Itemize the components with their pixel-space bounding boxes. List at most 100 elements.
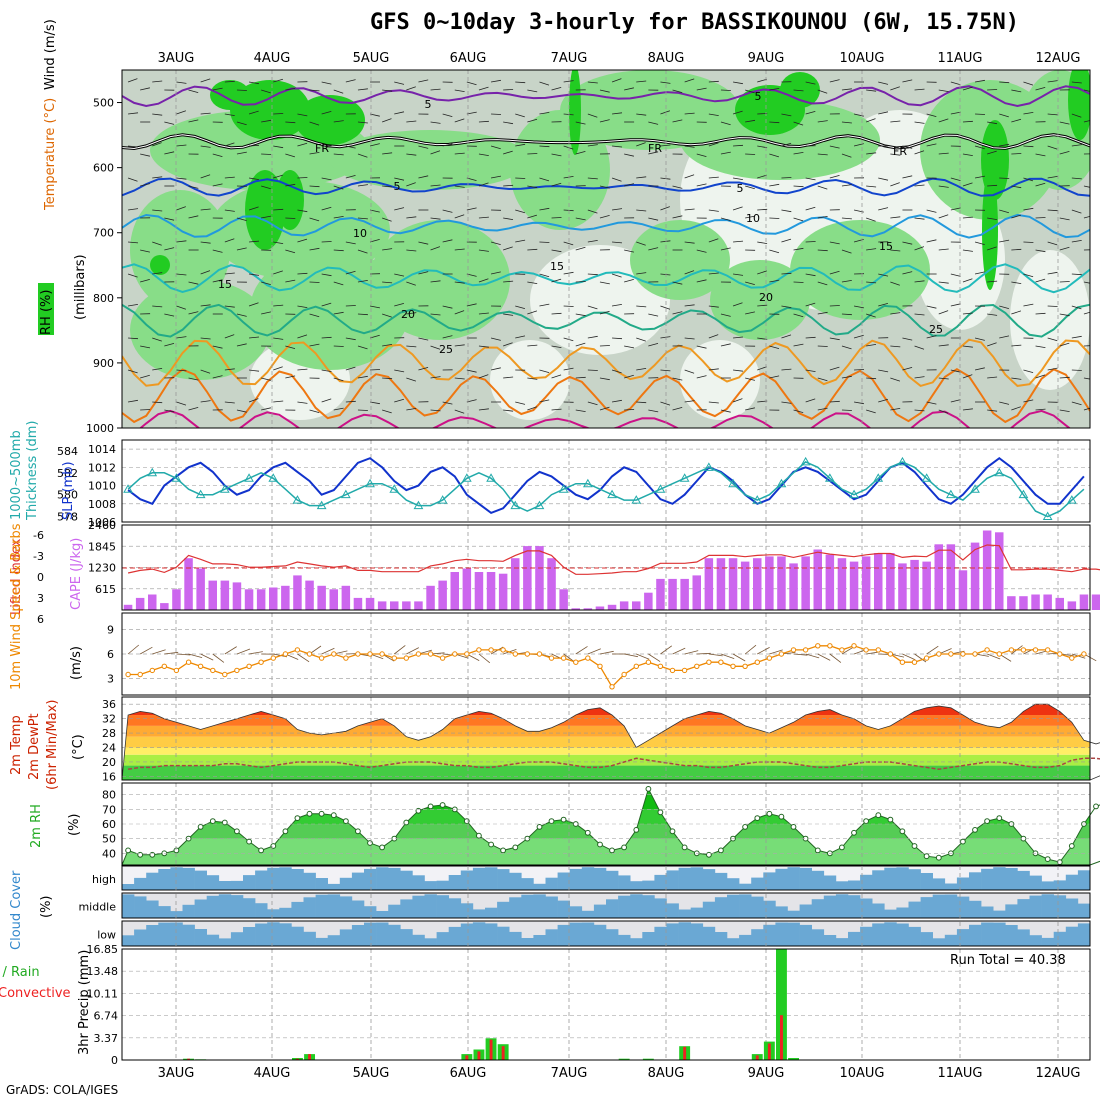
wind-barb [503, 246, 513, 251]
temperature-contour [139, 409, 1071, 428]
rh-dry-patch [680, 340, 760, 420]
cape-bar [172, 589, 181, 610]
cape-bar [716, 558, 726, 610]
wind-barb [708, 653, 723, 657]
wind-barb [1071, 273, 1082, 276]
wind-barb [781, 113, 792, 117]
wind-barb [200, 112, 211, 115]
date-label-top: 5AUG [353, 51, 390, 66]
wind-barb [938, 377, 949, 380]
wind-barb [611, 273, 622, 278]
wind-barb [394, 207, 405, 211]
cloud-bar [206, 875, 220, 890]
wind-barb [430, 280, 441, 283]
cloud-bar [291, 926, 304, 946]
cape-bar [244, 589, 254, 610]
cloud-bar [206, 895, 220, 918]
cloud-bar [714, 872, 728, 890]
rh2m-point [476, 832, 482, 839]
cape-bar [777, 556, 786, 610]
wind-speed-point [948, 651, 954, 657]
contour-label: 15 [879, 240, 893, 253]
wind-barb [261, 215, 272, 219]
cloud-bar [545, 929, 558, 946]
thickness-marker [316, 500, 327, 510]
wind-barb [575, 217, 586, 221]
cloud-bar [763, 924, 776, 946]
wind-barb [757, 400, 768, 403]
wind-barb [684, 304, 695, 307]
wind-barb [1011, 248, 1022, 251]
wind-barb [817, 311, 828, 315]
wind-barb [890, 249, 901, 252]
cloud-bar [606, 899, 619, 918]
wind-barb [660, 81, 671, 84]
wind-barb [781, 368, 792, 371]
precip-panel-frame [121, 948, 1091, 1061]
wind-barb [418, 367, 429, 371]
cloud-bar [509, 931, 522, 946]
wind-barb [962, 249, 973, 252]
wind-barb [309, 247, 320, 251]
wind-barb [418, 175, 429, 179]
wind-barb [188, 119, 199, 123]
cloud-bar [787, 867, 800, 890]
cloud-bar [860, 926, 873, 946]
wind-barb [309, 185, 320, 188]
wind-barb [164, 151, 175, 155]
wind-barb [261, 281, 271, 285]
wind-barb [563, 367, 574, 371]
wind-barb [805, 206, 816, 211]
cape-bar [1019, 596, 1028, 610]
wind-barb [841, 313, 852, 316]
wind-tick-label: 6 [107, 648, 114, 661]
wind-barb [890, 281, 900, 286]
wind-barb [1011, 310, 1022, 315]
wind-barb [382, 89, 393, 92]
cloud-bar [739, 894, 752, 918]
precip-tick-label: 16.85 [87, 943, 119, 956]
cloud-bar [291, 901, 304, 918]
date-label-bottom: 8AUG [648, 1066, 685, 1081]
rh2m-band [122, 809, 1090, 824]
rh2m-point [984, 818, 990, 824]
wind-barb [164, 313, 175, 317]
cape-tick-label: 1230 [88, 562, 116, 575]
wind-barb [176, 273, 187, 276]
wind-barb [817, 185, 828, 190]
wind-barb [769, 279, 780, 283]
cloud-bar [1005, 868, 1018, 890]
cape-bar [619, 601, 629, 610]
cloud-bar [291, 869, 304, 890]
cloud-bar [485, 867, 498, 890]
wind-barb [926, 209, 937, 213]
wind-barb [636, 272, 647, 275]
rh2m-point [609, 847, 615, 854]
cloud-bar [376, 922, 389, 946]
wind-barb [684, 241, 695, 244]
wind-barb [684, 208, 695, 211]
contour-label: 5 [394, 180, 401, 193]
wind-barb [152, 209, 163, 212]
temperature-contour [122, 177, 1090, 197]
cloud-bar [303, 897, 316, 918]
wind-barb [890, 153, 901, 156]
cloud-bar [460, 870, 474, 890]
thickness-marker [461, 473, 472, 482]
precip-convective-bar [187, 1058, 190, 1060]
wind-barb [878, 273, 889, 277]
cloud-bar [1053, 895, 1067, 918]
wind-barb [672, 311, 683, 315]
wind-barb [261, 119, 272, 123]
rh-humid-core [276, 170, 304, 230]
wind-barb [273, 366, 283, 371]
wind-barb [624, 345, 635, 349]
wind-barb [430, 313, 441, 316]
wind-barb [478, 120, 489, 123]
cape-bar [498, 573, 508, 610]
contour-label: 25 [929, 323, 943, 336]
wind-barb [684, 337, 695, 340]
wind-barb [551, 374, 562, 379]
wind-barb [890, 86, 900, 91]
wind-speed-point [681, 667, 688, 674]
